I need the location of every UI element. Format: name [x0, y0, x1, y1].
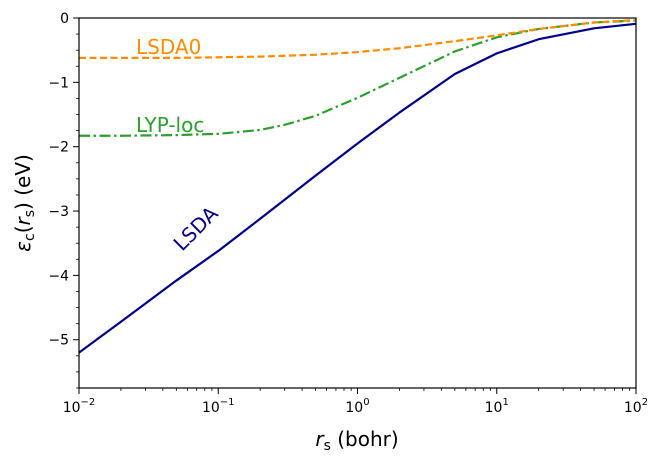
x-tick-label: 10−2: [63, 397, 96, 416]
x-tick-label: 100: [345, 397, 369, 416]
y-tick-label: 0: [60, 11, 69, 27]
x-tick-label: 101: [485, 397, 509, 416]
y-axis-label: εc(rs) (eV): [11, 154, 38, 252]
y-tick-label: −1: [48, 75, 69, 91]
y-tick-label: −5: [48, 333, 69, 349]
y-tick-label: −2: [48, 140, 69, 156]
series-line-lsda0: [79, 18, 637, 60]
x-tick-label: 10−1: [202, 397, 235, 416]
x-axis-label: rs (bohr): [315, 427, 398, 454]
y-tick-label: −3: [48, 204, 69, 220]
series-label-lyp-loc: LYP-loc: [136, 113, 204, 137]
series-line-lsda: [78, 22, 637, 354]
plot-frame: [78, 17, 637, 389]
series-label-lsda: LSDA: [169, 201, 223, 255]
y-tick-label: −4: [48, 268, 69, 284]
series-label-lsda0: LSDA0: [136, 35, 201, 59]
x-tick-label: 102: [624, 397, 648, 416]
